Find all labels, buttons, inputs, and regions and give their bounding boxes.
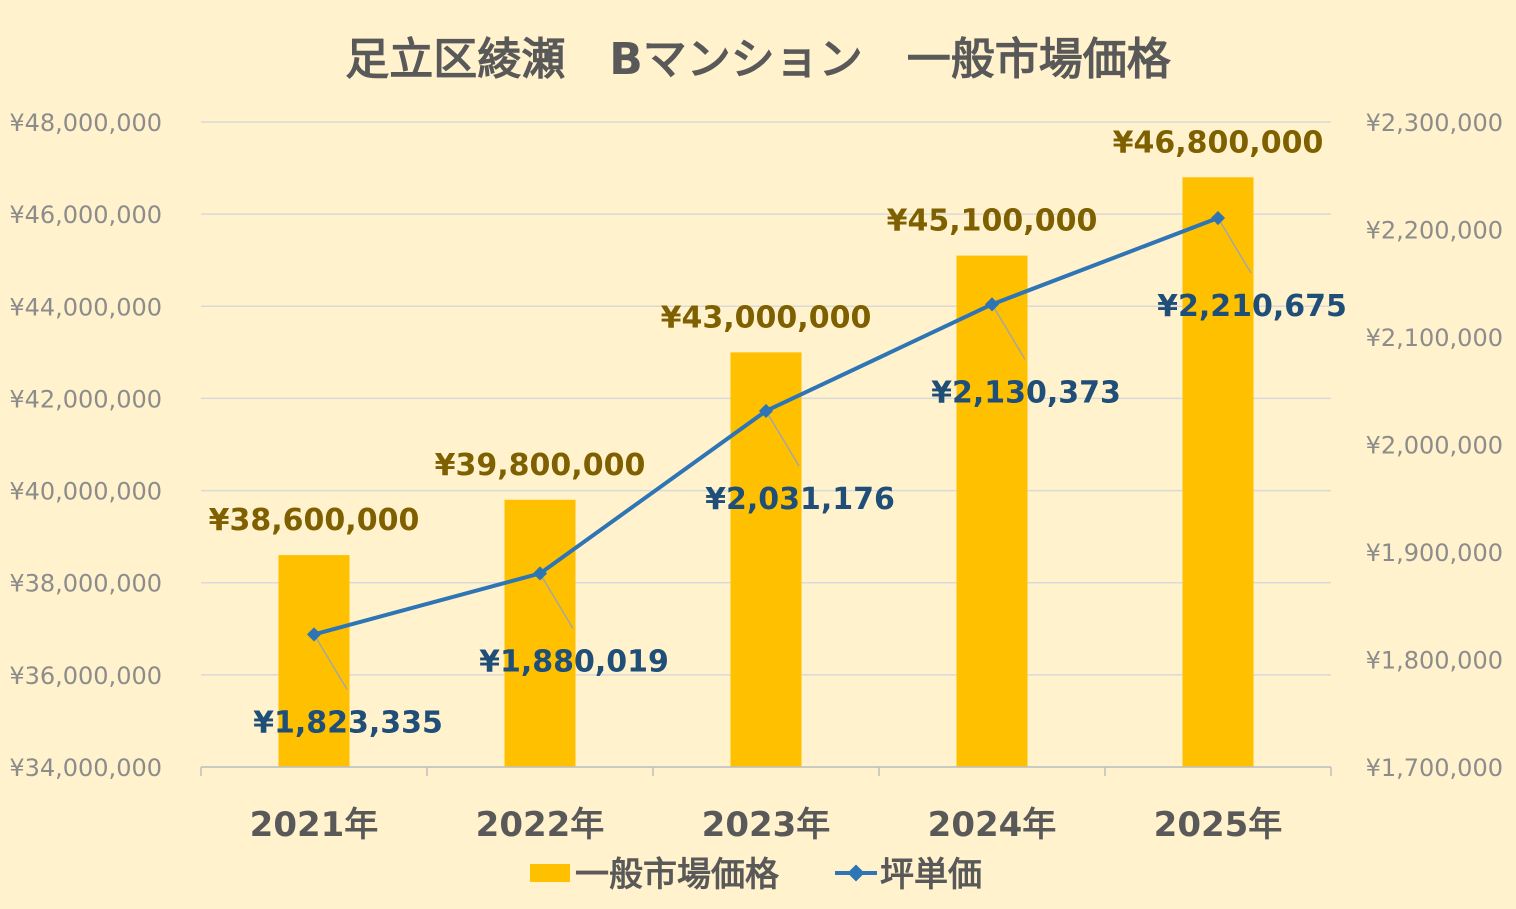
y-tick-left: ¥38,000,000 [9, 570, 162, 598]
leader-line [991, 303, 1026, 360]
y-tick-left: ¥34,000,000 [9, 754, 162, 782]
y-tick-right: ¥2,100,000 [1366, 324, 1503, 352]
line-point [1210, 210, 1226, 226]
line-point [532, 566, 548, 581]
bar [278, 555, 350, 767]
line-point [306, 627, 322, 642]
legend-label-bar: 一般市場価格 [575, 855, 780, 895]
y-tick-right: ¥1,900,000 [1366, 539, 1503, 567]
leader-line [539, 573, 574, 629]
y-tick-left: ¥40,000,000 [9, 478, 162, 506]
legend-swatch-bar [530, 864, 570, 882]
x-tick-label: 2022年 [476, 805, 605, 845]
x-tick-label: 2025年 [1154, 805, 1283, 845]
leader-line [313, 634, 348, 690]
y-tick-right: ¥2,000,000 [1366, 432, 1503, 460]
line-data-label: ¥2,210,675 [1157, 289, 1347, 324]
y-tick-right: ¥1,800,000 [1366, 647, 1503, 675]
bar [730, 352, 802, 767]
chart-title: 足立区綾瀬 Bマンション 一般市場価格 [345, 34, 1172, 85]
y-tick-right: ¥2,200,000 [1366, 217, 1503, 245]
leader-line [765, 410, 800, 467]
y-tick-left: ¥44,000,000 [9, 293, 162, 321]
bar-data-labels: ¥38,600,000 ¥39,800,000 ¥43,000,000 ¥45,100… [209, 125, 1324, 538]
bar-series [278, 177, 1254, 768]
line-data-label: ¥1,880,019 [479, 644, 669, 679]
line-data-labels: ¥1,823,335 ¥1,880,019 ¥2,031,176 ¥2,130,373… [253, 289, 1347, 740]
y-axis-left: ¥34,000,000 ¥36,000,000 ¥38,000,000 ¥40,000… [9, 109, 162, 782]
bar-data-label: ¥43,000,000 [661, 300, 872, 335]
y-tick-left: ¥48,000,000 [9, 109, 162, 137]
line-series [306, 210, 1226, 642]
line-point [758, 403, 774, 419]
line-data-label: ¥1,823,335 [253, 705, 443, 740]
bar [956, 255, 1028, 767]
y-tick-left: ¥46,000,000 [9, 201, 162, 229]
bar-data-label: ¥45,100,000 [887, 204, 1098, 239]
leader-line [1217, 217, 1252, 274]
line-point [984, 297, 1000, 312]
bar-data-label: ¥38,600,000 [209, 503, 420, 538]
bar [1182, 177, 1254, 768]
y-tick-left: ¥42,000,000 [9, 385, 162, 413]
label-leader-lines [313, 217, 1252, 690]
bar [504, 499, 576, 767]
legend-swatch-marker [847, 864, 865, 882]
bar-data-label: ¥39,800,000 [435, 448, 646, 483]
bar-data-label: ¥46,800,000 [1113, 125, 1324, 160]
x-tick-label: 2021年 [250, 805, 379, 845]
x-tick-label: 2023年 [702, 805, 831, 845]
legend: 一般市場価格 坪単価 [530, 855, 982, 895]
y-tick-right: ¥2,300,000 [1366, 109, 1503, 137]
legend-label-line: 坪単価 [880, 855, 982, 895]
y-axis-right: ¥1,700,000 ¥1,800,000 ¥1,900,000 ¥2,000,000… [1366, 109, 1503, 782]
line-data-label: ¥2,130,373 [931, 375, 1121, 410]
x-tick-label: 2024年 [928, 805, 1057, 845]
line-data-label: ¥2,031,176 [705, 482, 895, 517]
y-tick-left: ¥36,000,000 [9, 662, 162, 690]
x-axis: 2021年 2022年 2023年 2024年 2025年 [200, 766, 1332, 845]
y-tick-right: ¥1,700,000 [1366, 754, 1503, 782]
